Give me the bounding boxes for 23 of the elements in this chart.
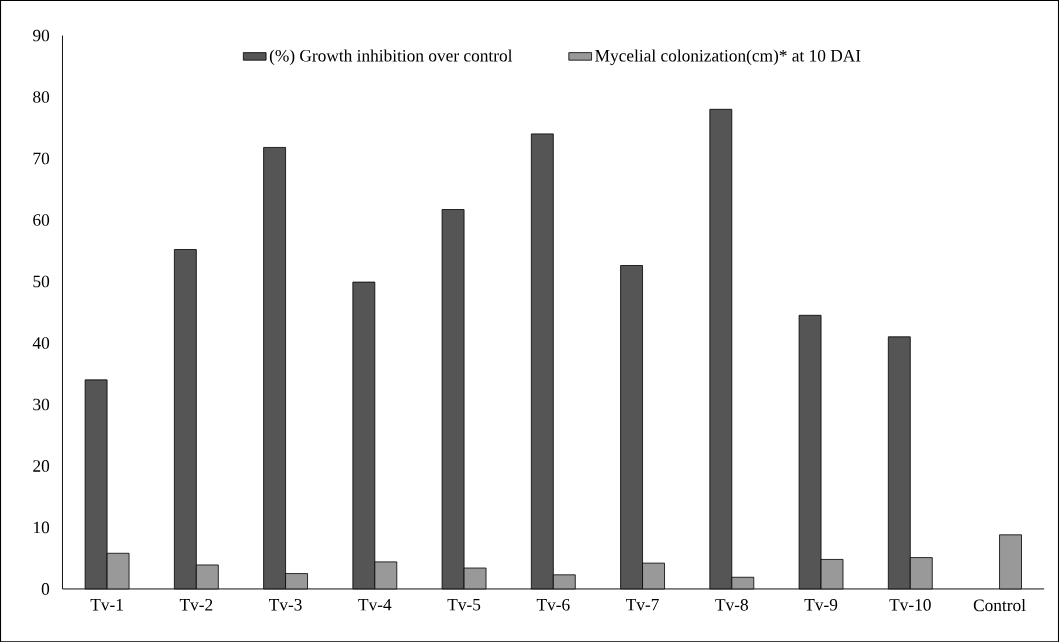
- legend-label: (%) Growth inhibition over control: [269, 49, 513, 65]
- x-tick-label: Control: [973, 598, 1026, 611]
- x-tick-label: Tv-4: [358, 598, 392, 611]
- x-tick-label: Tv-2: [179, 598, 213, 611]
- legend-label: Mycelial colonization(cm)* at 10 DAI: [595, 49, 861, 65]
- y-tick-label: 20: [33, 459, 50, 472]
- x-tick-label: Tv-10: [889, 598, 931, 611]
- y-tick-label: 60: [33, 213, 50, 226]
- y-tick-label: 30: [33, 398, 50, 411]
- x-tick-label: Tv-3: [269, 598, 302, 611]
- y-tick-label: 70: [33, 152, 50, 165]
- y-tick-label: 50: [33, 275, 50, 288]
- x-tick-label: Tv-7: [626, 598, 659, 611]
- x-tick-label: Tv-9: [804, 598, 838, 611]
- y-tick-label: 10: [33, 521, 50, 534]
- y-tick-label: 90: [33, 29, 50, 42]
- x-tick-label: Tv-8: [715, 598, 748, 611]
- y-tick-label: 40: [32, 336, 50, 349]
- x-tick-label: Tv-5: [447, 598, 481, 611]
- y-tick-label: 80: [33, 90, 50, 103]
- x-tick-label: Tv-1: [90, 598, 123, 611]
- x-tick-label: Tv-6: [536, 598, 570, 611]
- y-tick-label: 0: [41, 582, 50, 595]
